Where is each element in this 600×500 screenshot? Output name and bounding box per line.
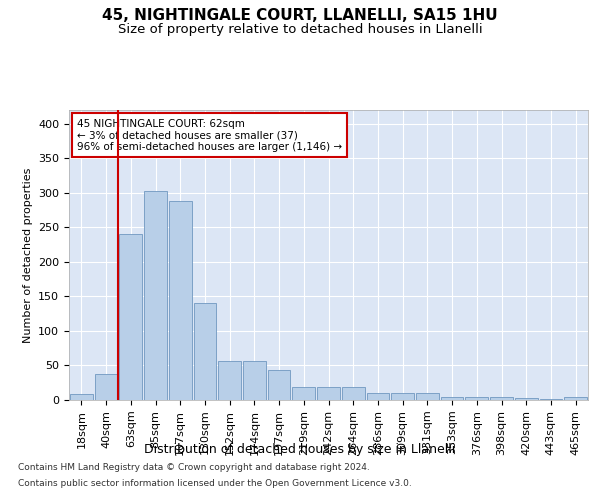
Bar [218, 360, 241, 400]
Text: Contains HM Land Registry data © Crown copyright and database right 2024.: Contains HM Land Registry data © Crown c… [18, 464, 370, 472]
Bar [119, 234, 142, 400]
Text: Distribution of detached houses by size in Llanelli: Distribution of detached houses by size … [145, 442, 455, 456]
Bar [268, 370, 290, 400]
Bar [194, 302, 216, 400]
Bar [342, 387, 365, 400]
Bar [144, 191, 167, 400]
Bar [292, 387, 315, 400]
Bar [564, 397, 587, 400]
Bar [416, 393, 439, 400]
Bar [367, 393, 389, 400]
Bar [95, 374, 118, 400]
Y-axis label: Number of detached properties: Number of detached properties [23, 168, 32, 342]
Bar [441, 396, 463, 400]
Bar [515, 398, 538, 400]
Bar [169, 201, 191, 400]
Bar [243, 362, 266, 400]
Text: 45 NIGHTINGALE COURT: 62sqm
← 3% of detached houses are smaller (37)
96% of semi: 45 NIGHTINGALE COURT: 62sqm ← 3% of deta… [77, 118, 342, 152]
Text: Size of property relative to detached houses in Llanelli: Size of property relative to detached ho… [118, 22, 482, 36]
Text: 45, NIGHTINGALE COURT, LLANELLI, SA15 1HU: 45, NIGHTINGALE COURT, LLANELLI, SA15 1H… [102, 8, 498, 22]
Bar [391, 393, 414, 400]
Text: Contains public sector information licensed under the Open Government Licence v3: Contains public sector information licen… [18, 478, 412, 488]
Bar [466, 397, 488, 400]
Bar [317, 387, 340, 400]
Bar [70, 394, 93, 400]
Bar [490, 397, 513, 400]
